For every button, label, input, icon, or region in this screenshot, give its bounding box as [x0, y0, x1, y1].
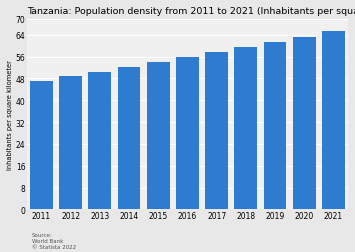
Bar	[88, 72, 111, 209]
Y-axis label: Inhabitants per square kilometer: Inhabitants per square kilometer	[7, 60, 13, 169]
Bar	[264, 43, 286, 209]
Bar	[322, 32, 345, 209]
Bar	[234, 48, 257, 209]
Text: Tanzania: Population density from 2011 to 2021 (Inhabitants per square kilometer: Tanzania: Population density from 2011 t…	[27, 7, 355, 16]
Bar	[30, 81, 53, 209]
Text: Source:
World Bank
© Statista 2022: Source: World Bank © Statista 2022	[32, 232, 76, 249]
Bar	[205, 53, 228, 209]
Bar	[293, 38, 316, 209]
Bar	[59, 77, 82, 209]
Bar	[176, 58, 199, 209]
Bar	[118, 68, 141, 209]
Bar	[147, 63, 170, 209]
